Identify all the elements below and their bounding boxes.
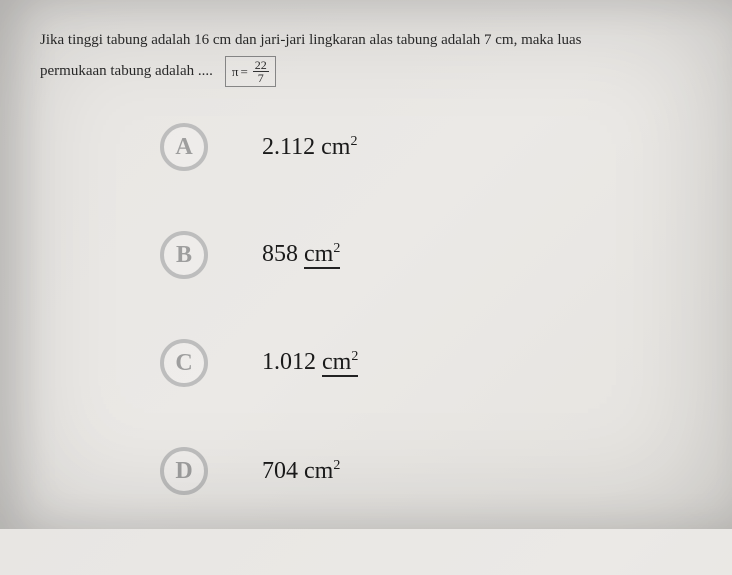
pi-denominator: 7: [256, 72, 266, 84]
option-exponent: 2: [333, 458, 340, 473]
option-exponent: 2: [351, 349, 358, 364]
option-exponent: 2: [350, 134, 357, 149]
option-unit: cm2: [322, 349, 358, 377]
option-exponent: 2: [333, 241, 340, 256]
option-letter-circle: D: [160, 447, 208, 495]
option-b[interactable]: B 858 cm2: [160, 231, 692, 279]
option-d[interactable]: D 704 cm2: [160, 447, 692, 495]
option-unit: cm2: [304, 458, 340, 484]
question-line1: Jika tinggi tabung adalah 16 cm dan jari…: [40, 28, 692, 52]
option-text: 858 cm2: [262, 241, 340, 269]
pi-definition-box: π = 22 7: [225, 56, 276, 87]
option-letter-circle: B: [160, 231, 208, 279]
option-a[interactable]: A 2.112 cm2: [160, 123, 692, 171]
option-value: 858: [262, 241, 304, 267]
pi-equals: =: [240, 64, 247, 80]
option-value: 1.012: [262, 349, 322, 375]
question-line2: permukaan tabung adalah .... π = 22 7: [40, 56, 692, 87]
option-value: 704: [262, 458, 304, 484]
option-c[interactable]: C 1.012 cm2: [160, 339, 692, 387]
option-unit: cm2: [321, 134, 357, 160]
option-text: 704 cm2: [262, 458, 340, 485]
option-text: 2.112 cm2: [262, 134, 357, 161]
options-list: A 2.112 cm2 B 858 cm2 C 1.012 cm2 D 704 cm2: [160, 123, 692, 495]
question-line2-text: permukaan tabung adalah ....: [40, 63, 213, 80]
option-text: 1.012 cm2: [262, 349, 358, 377]
option-value: 2.112: [262, 134, 321, 160]
option-letter-circle: A: [160, 123, 208, 171]
question-page: Jika tinggi tabung adalah 16 cm dan jari…: [0, 0, 732, 575]
option-letter-circle: C: [160, 339, 208, 387]
pi-symbol: π: [232, 64, 239, 80]
option-unit: cm2: [304, 241, 340, 269]
pi-fraction: 22 7: [253, 59, 269, 84]
